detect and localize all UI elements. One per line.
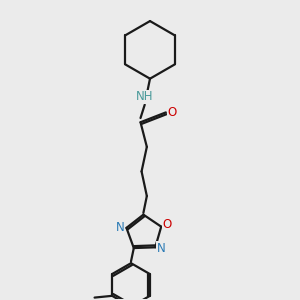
Text: N: N	[157, 242, 166, 254]
Text: N: N	[116, 221, 124, 234]
Text: O: O	[163, 218, 172, 231]
Text: O: O	[167, 106, 177, 119]
Text: NH: NH	[136, 91, 154, 103]
